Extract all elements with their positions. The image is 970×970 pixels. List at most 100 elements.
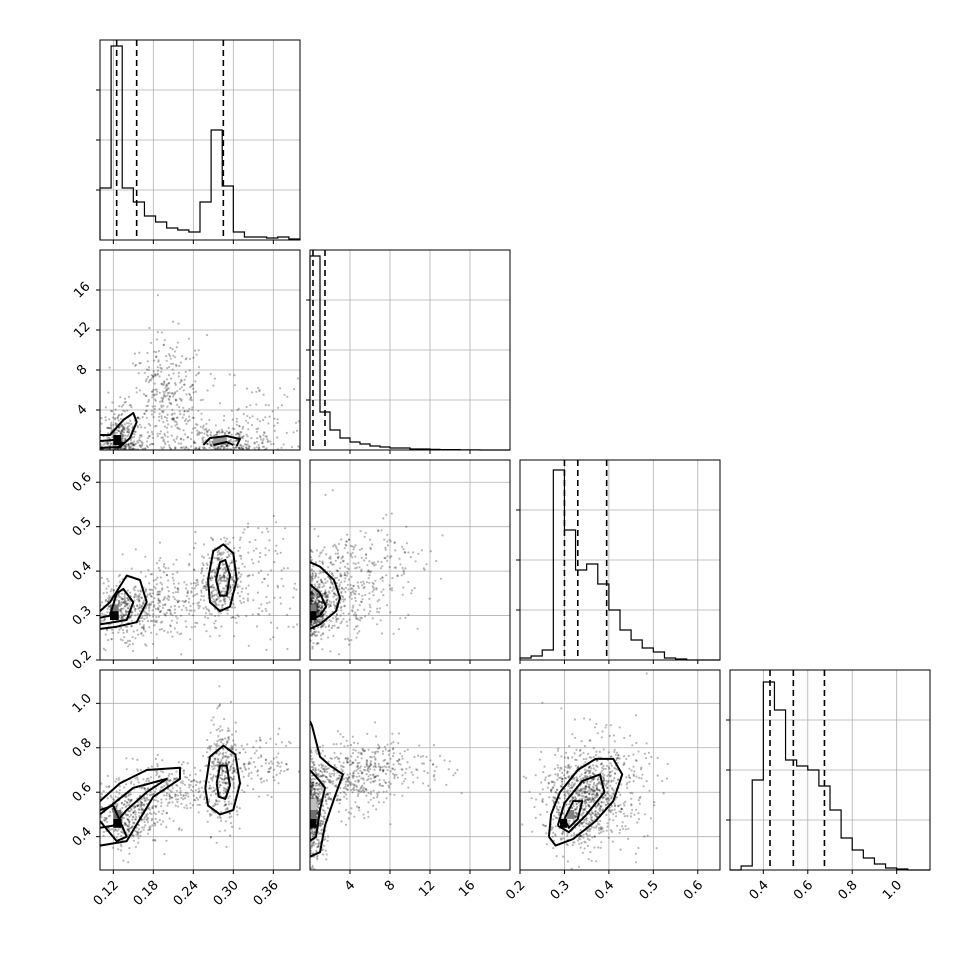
sample-point (163, 395, 166, 398)
sample-point (226, 808, 229, 811)
sample-point (104, 649, 107, 652)
sample-point (256, 591, 259, 594)
sample-point (346, 760, 349, 764)
sample-point (172, 395, 175, 398)
sample-point (209, 731, 212, 734)
sample-point (163, 853, 166, 856)
sample-point (162, 598, 165, 602)
sample-point (318, 599, 321, 603)
sample-point (336, 777, 339, 780)
sample-point (106, 600, 110, 603)
sample-point (259, 551, 262, 555)
sample-point (310, 783, 313, 786)
sample-point (247, 440, 250, 443)
sample-point (255, 749, 258, 752)
sample-point (226, 577, 229, 581)
sample-point (160, 415, 163, 418)
sample-point (211, 576, 214, 579)
sample-point (215, 792, 218, 795)
sample-point (273, 561, 276, 564)
sample-point (292, 431, 295, 434)
sample-point (318, 586, 321, 589)
sample-point (333, 604, 337, 608)
sample-point (321, 616, 324, 619)
sample-point (217, 557, 220, 560)
sample-point (196, 602, 199, 605)
sample-point (206, 430, 209, 433)
sample-point (109, 427, 112, 430)
sample-point (113, 447, 117, 450)
sample-point (364, 593, 367, 597)
sample-point (340, 574, 343, 577)
sample-point (358, 566, 361, 569)
sample-point (270, 760, 273, 763)
sample-point (316, 845, 319, 848)
sample-point (219, 599, 222, 602)
sample-point (210, 443, 213, 446)
sample-point (128, 819, 131, 823)
sample-point (228, 812, 231, 815)
sample-point (220, 579, 223, 583)
sample-point (259, 778, 262, 781)
sample-point (150, 413, 154, 416)
sample-point (158, 775, 161, 778)
sample-point (352, 776, 355, 780)
sample-point (331, 489, 334, 492)
sample-point (145, 595, 148, 598)
sample-point (247, 593, 250, 596)
sample-point (171, 801, 174, 804)
sample-point (119, 638, 122, 641)
sample-point (184, 587, 188, 590)
sample-point (159, 590, 162, 593)
sample-point (163, 441, 167, 444)
sample-point (341, 560, 345, 563)
sample-point (184, 791, 187, 795)
sample-point (129, 404, 132, 407)
sample-point (219, 567, 222, 570)
sample-point (315, 593, 318, 596)
sample-point (241, 436, 244, 439)
sample-point (130, 798, 133, 802)
sample-point (184, 797, 187, 800)
sample-point (412, 781, 415, 784)
sample-point (227, 797, 230, 800)
sample-point (210, 813, 213, 816)
sample-point (364, 769, 367, 772)
sample-point (155, 656, 159, 660)
sample-point (292, 625, 295, 629)
sample-point (148, 605, 151, 608)
sample-point (199, 794, 202, 797)
sample-point (156, 765, 159, 768)
sample-point (351, 774, 354, 777)
sample-point (138, 439, 141, 442)
sample-point (134, 637, 137, 640)
sample-point (326, 786, 329, 790)
sample-point (130, 613, 133, 616)
sample-point (117, 828, 120, 831)
sample-point (211, 790, 214, 793)
sample-point (214, 557, 217, 560)
sample-point (247, 644, 250, 647)
sample-point (125, 597, 129, 600)
sample-point (240, 601, 243, 605)
sample-point (127, 818, 130, 821)
sample-point (231, 748, 234, 751)
sample-point (188, 407, 191, 410)
sample-point (252, 599, 255, 602)
sample-point (439, 577, 442, 580)
sample-point (312, 602, 315, 605)
sample-point (370, 570, 373, 573)
sample-point (143, 804, 146, 807)
sample-point (221, 771, 224, 775)
sample-point (378, 607, 382, 610)
sample-point (320, 832, 323, 835)
sample-point (328, 619, 331, 622)
sample-point (143, 617, 146, 621)
sample-point (150, 409, 153, 412)
sample-point (325, 615, 328, 618)
sample-point (346, 562, 349, 566)
sample-point (194, 380, 197, 383)
sample-point (145, 368, 149, 371)
sample-point (363, 817, 366, 820)
sample-point (352, 562, 355, 565)
